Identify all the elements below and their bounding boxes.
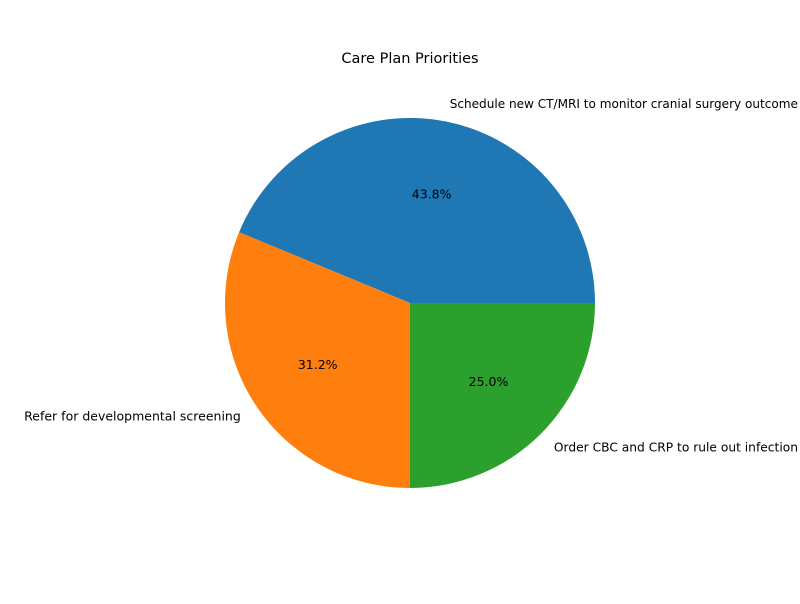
slice-percent-label: 25.0%: [469, 374, 509, 389]
slice-label: Order CBC and CRP to rule out infection: [554, 439, 798, 454]
slice-label: Refer for developmental screening: [24, 409, 241, 424]
slice-label: Schedule new CT/MRI to monitor cranial s…: [450, 96, 799, 111]
pie-slice: [410, 303, 595, 488]
chart-title: Care Plan Priorities: [341, 51, 478, 67]
pie-labels: 43.8% Schedule new CT/MRI to monitor cran…: [24, 96, 798, 454]
pie-slices: [224, 117, 595, 488]
pie-slice: [224, 232, 410, 488]
slice-percent-label: 31.2%: [298, 357, 338, 372]
pie-slice: [239, 117, 595, 303]
slice-percent-label: 43.8%: [412, 187, 452, 202]
